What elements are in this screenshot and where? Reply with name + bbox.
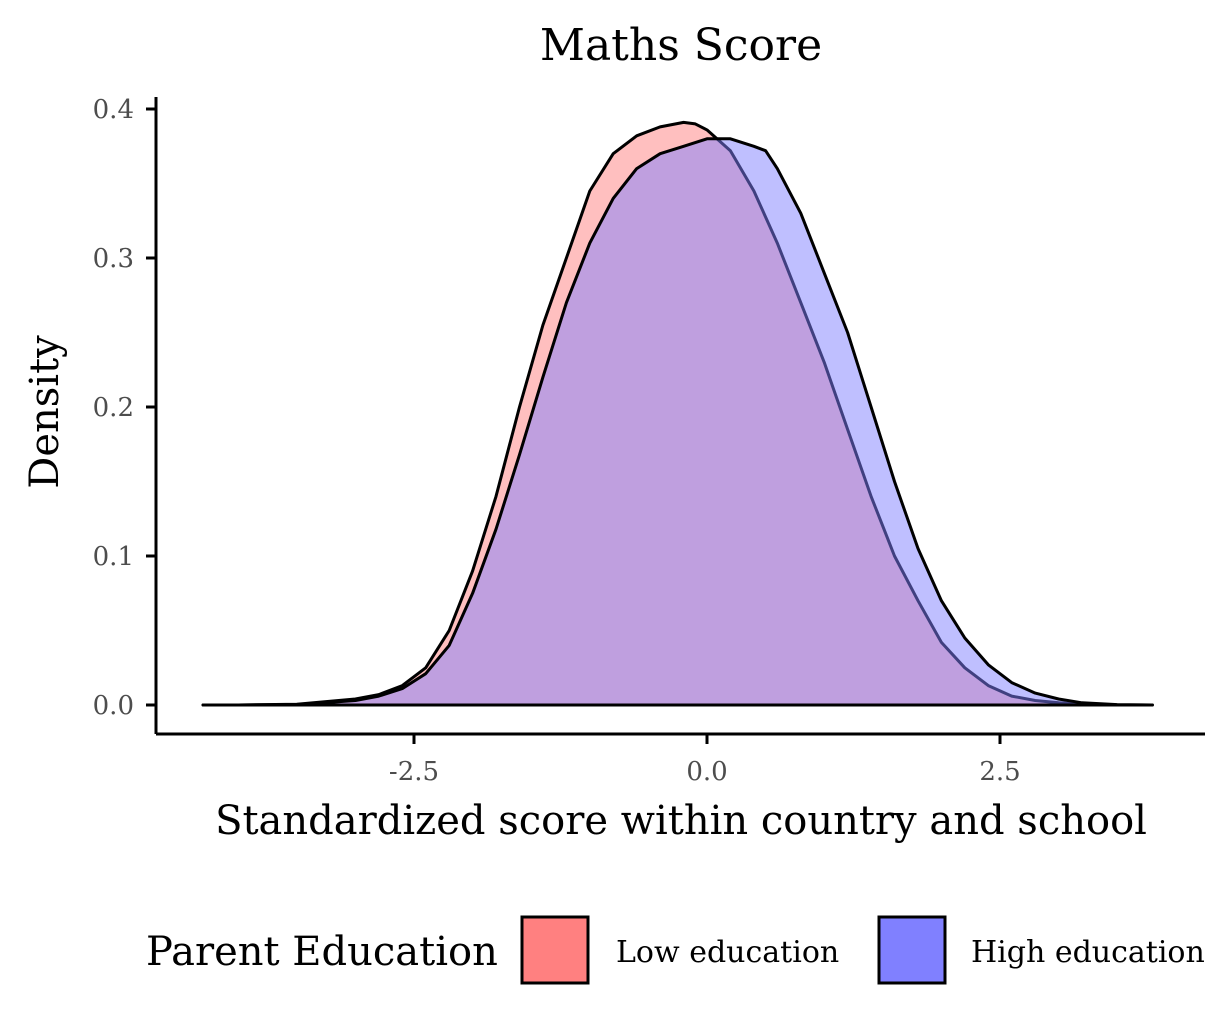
- x-ticks: -2.5 0.0 2.5: [389, 734, 1021, 787]
- y-axis-title: Density: [22, 335, 68, 489]
- y-tick-label: 0.0: [93, 691, 134, 721]
- y-tick-label: 0.2: [93, 393, 134, 423]
- x-tick-label: 2.5: [979, 757, 1020, 787]
- y-ticks: 0.0 0.1 0.2 0.3 0.4: [93, 95, 156, 721]
- x-tick-label: 0.0: [686, 757, 727, 787]
- x-tick-label: -2.5: [389, 757, 439, 787]
- legend-label-low-education: Low education: [616, 935, 839, 970]
- y-tick-label: 0.1: [93, 542, 134, 572]
- legend: Parent Education Low education High educ…: [146, 915, 1205, 985]
- legend-label-high-education: High education: [971, 935, 1205, 970]
- y-tick-label: 0.3: [93, 244, 134, 274]
- axes: [154, 97, 1205, 736]
- density-area-high-education: [201, 137, 1154, 707]
- legend-title: Parent Education: [146, 929, 498, 975]
- chart-title: Maths Score: [540, 20, 822, 71]
- plot-area: [201, 120, 1154, 707]
- y-tick-label: 0.4: [93, 95, 134, 125]
- legend-key-high-education: [877, 915, 947, 985]
- legend-key-low-education: [520, 915, 590, 985]
- x-axis-title: Standardized score within country and sc…: [215, 798, 1147, 844]
